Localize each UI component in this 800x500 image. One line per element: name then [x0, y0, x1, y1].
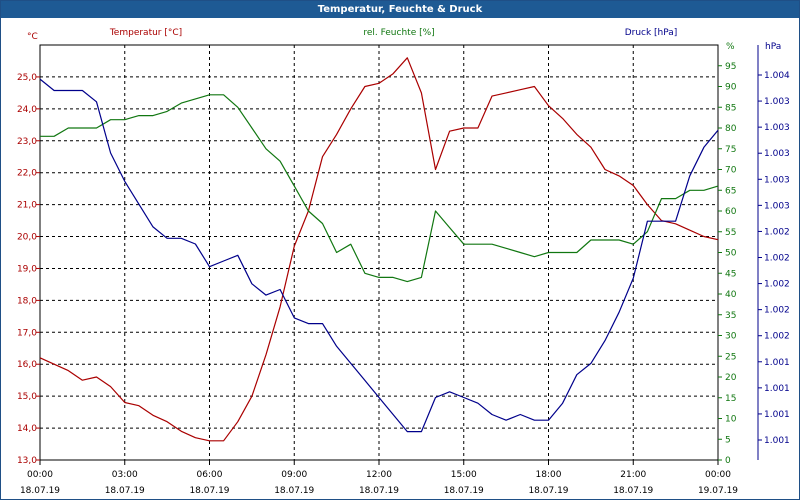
x-tick-label-time: 15:00 — [451, 470, 477, 480]
temperature-tick-label: 21,0 — [17, 201, 37, 211]
humidity-tick-label: 30 — [725, 332, 737, 342]
temperature-axis-title: Temperatur [°C] — [109, 28, 182, 38]
humidity-tick-label: 25 — [725, 352, 736, 362]
x-tick-label-date: 19.07.19 — [698, 486, 738, 496]
pressure-tick-label: 1.001 — [764, 410, 790, 420]
humidity-tick-label: 5 — [725, 435, 731, 445]
x-tick-label-time: 12:00 — [366, 470, 392, 480]
x-tick-label-date: 18.07.19 — [613, 486, 653, 496]
x-tick-label-date: 18.07.19 — [189, 486, 229, 496]
ticks-layer — [36, 45, 762, 465]
temperature-tick-label: 19,0 — [17, 264, 37, 274]
humidity-tick-label: 45 — [725, 269, 736, 279]
humidity-tick-label: 15 — [725, 394, 736, 404]
pressure-tick-label: 1.003 — [764, 123, 790, 133]
pressure-axis-title: Druck [hPa] — [625, 28, 678, 38]
humidity-tick-label: 75 — [725, 145, 736, 155]
pressure-tick-label: 1.003 — [764, 201, 790, 211]
x-tick-label-date: 18.07.19 — [359, 486, 399, 496]
humidity-series-line — [40, 94, 719, 283]
x-tick-label-time: 06:00 — [197, 470, 223, 480]
x-tick-label-time: 21:00 — [620, 470, 646, 480]
humidity-tick-label: 70 — [725, 166, 737, 176]
x-tick-label-time: 00:00 — [705, 470, 731, 480]
x-tick-label-time: 18:00 — [536, 470, 562, 480]
humidity-tick-label: 90 — [725, 83, 737, 93]
temperature-tick-label: 14,0 — [17, 424, 37, 434]
pressure-tick-label: 1.001 — [764, 436, 790, 446]
humidity-tick-label: 50 — [725, 249, 737, 259]
temperature-tick-label: 18,0 — [17, 296, 37, 306]
temperature-tick-label: 22,0 — [17, 169, 37, 179]
temperature-tick-label: 15,0 — [17, 392, 37, 402]
humidity-tick-label: 35 — [725, 311, 736, 321]
pressure-tick-label: 1.003 — [764, 175, 790, 185]
pressure-unit-label: hPa — [765, 42, 781, 52]
pressure-tick-label: 1.002 — [764, 332, 790, 342]
x-tick-label-time: 00:00 — [27, 470, 53, 480]
pressure-tick-label: 1.003 — [764, 149, 790, 159]
x-tick-label-time: 03:00 — [112, 470, 138, 480]
chart: 00:00 18.07.19 03:00 18.07.19 06:00 18.07.19 0… — [17, 28, 790, 496]
pressure-tick-label: 1.001 — [764, 358, 790, 368]
x-tick-label-date: 18.07.19 — [20, 486, 60, 496]
humidity-unit-label: % — [726, 42, 735, 52]
temperature-tick-label: 23,0 — [17, 137, 37, 147]
temperature-tick-label: 17,0 — [17, 328, 37, 338]
pressure-tick-label: 1.002 — [764, 306, 790, 316]
temperature-tick-label: 24,0 — [17, 105, 37, 115]
x-tick-label-date: 18.07.19 — [274, 486, 314, 496]
humidity-tick-label: 0 — [725, 456, 731, 466]
pressure-tick-label: 1.002 — [764, 280, 790, 290]
x-tick-label-time: 09:00 — [281, 470, 307, 480]
x-tick-label-date: 18.07.19 — [444, 486, 484, 496]
pressure-tick-label: 1.001 — [764, 384, 790, 394]
humidity-tick-label: 55 — [725, 228, 736, 238]
humidity-tick-label: 60 — [725, 207, 737, 217]
pressure-tick-label: 1.003 — [764, 97, 790, 107]
temperature-tick-label: 20,0 — [17, 233, 37, 243]
series-layer — [39, 57, 719, 442]
x-tick-label-date: 18.07.19 — [105, 486, 145, 496]
humidity-tick-label: 10 — [725, 415, 737, 425]
humidity-tick-label: 40 — [725, 290, 737, 300]
window-title: Temperatur, Feuchte & Druck — [1, 1, 799, 18]
humidity-tick-label: 85 — [725, 103, 736, 113]
humidity-axis-title: rel. Feuchte [%] — [363, 28, 434, 38]
grid-lines — [40, 45, 718, 460]
temperature-tick-label: 25,0 — [17, 73, 37, 83]
x-tick-label-date: 18.07.19 — [528, 486, 568, 496]
temperature-tick-label: 13,0 — [17, 456, 37, 466]
humidity-tick-label: 20 — [725, 373, 737, 383]
pressure-series-line — [39, 78, 719, 433]
humidity-tick-label: 80 — [725, 124, 737, 134]
temperature-series-line — [39, 57, 719, 442]
temperature-tick-label: 16,0 — [17, 360, 37, 370]
humidity-tick-label: 95 — [725, 62, 736, 72]
pressure-tick-label: 1.002 — [764, 254, 790, 264]
pressure-tick-label: 1.002 — [764, 227, 790, 237]
temperature-unit-label: °C — [27, 32, 38, 42]
humidity-tick-label: 65 — [725, 186, 736, 196]
pressure-tick-label: 1.004 — [764, 71, 790, 81]
labels-layer: 00:00 18.07.19 03:00 18.07.19 06:00 18.07.19 0… — [17, 28, 790, 496]
